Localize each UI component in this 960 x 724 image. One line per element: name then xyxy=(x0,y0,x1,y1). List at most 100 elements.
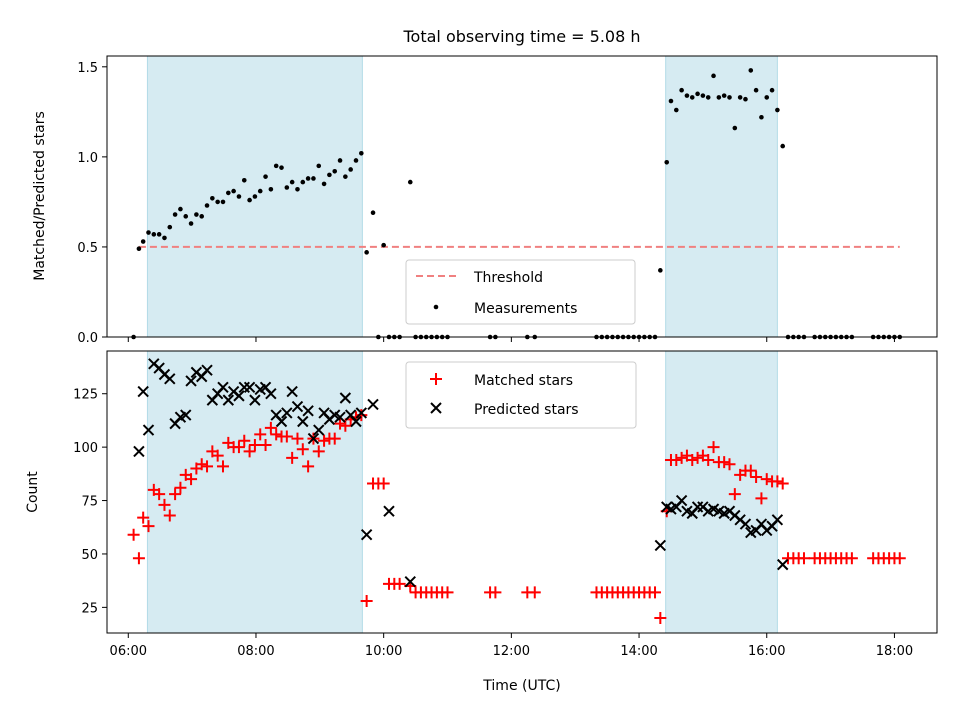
ratio-series-0-point-29 xyxy=(284,185,290,190)
ratio-series-0-point-41 xyxy=(348,167,353,172)
count-series-1-point-2 xyxy=(142,424,155,436)
count-series-0-point-85 xyxy=(707,441,720,454)
count-series-0-point-47 xyxy=(377,477,390,490)
count-series-0-point-26 xyxy=(264,421,277,434)
count-series-0-point-62 xyxy=(528,586,541,599)
count-panel: 06:00 08:00 10:00 12:00 14:00 16:00 18:00 25 50… xyxy=(25,350,938,694)
ratio-series-0-point-1 xyxy=(136,246,142,252)
ratio-series-0-point-25 xyxy=(263,174,268,179)
ratio-series-0-point-44 xyxy=(364,250,369,255)
ratio-series-0-point-2 xyxy=(140,239,146,244)
ratio-series-0-point-35 xyxy=(316,163,322,169)
ratio-panel-shaded-intervals xyxy=(146,55,778,338)
ratio-series-0-point-90 xyxy=(737,95,743,100)
ratio-series-0-point-81 xyxy=(689,95,695,100)
ratio-series-0-point-24 xyxy=(257,188,263,194)
ratio-series-0-point-40 xyxy=(343,174,348,179)
ratio-series-0-point-4 xyxy=(151,232,157,237)
ratio-series-0-point-93 xyxy=(753,87,759,93)
count-series-1-point-34 xyxy=(313,424,325,436)
ratio-series-0-point-39 xyxy=(337,158,343,163)
ratio-series-0-point-26 xyxy=(268,186,274,192)
chart-title: Total observing time = 5.08 h xyxy=(402,27,640,46)
count-series-1-point-46 xyxy=(404,576,416,588)
count-series-1-point-45 xyxy=(383,505,395,517)
ratio-series-0-point-37 xyxy=(327,172,332,178)
ratio-y-tick-label-1: 0.5 xyxy=(77,241,98,256)
count-panel-x-axis-label: Time (UTC) xyxy=(482,678,560,694)
ratio-series-0-point-45 xyxy=(370,210,376,216)
ratio-series-0-point-84 xyxy=(705,95,711,100)
ratio-series-0-point-75 xyxy=(658,268,663,273)
count-series-0-point-116 xyxy=(893,552,906,565)
count-series-1-point-28 xyxy=(281,407,293,419)
count-series-0-point-74 xyxy=(649,586,662,599)
ratio-panel-y-axis-label: Matched/Predicted stars xyxy=(32,111,48,281)
ratio-series-0-point-82 xyxy=(695,91,700,97)
ratio-series-0-point-83 xyxy=(700,93,706,98)
ratio-series-0-point-94 xyxy=(759,114,764,120)
ratio-panel-frame xyxy=(106,55,938,338)
ratio-series-0-point-10 xyxy=(183,214,189,219)
count-series-0-point-60 xyxy=(489,586,502,599)
count-series-1-point-6 xyxy=(164,373,176,385)
ratio-series-0-point-78 xyxy=(673,107,679,113)
count-series-0-point-93 xyxy=(750,471,763,484)
ratio-series-0-point-96 xyxy=(769,87,775,93)
count-series-1-point-32 xyxy=(302,405,314,417)
count-series-0-point-38 xyxy=(328,432,341,445)
count-series-0-point-79 xyxy=(675,451,688,464)
count-panel-legend: Matched stars Predicted stars xyxy=(405,361,637,429)
count-series-1-point-22 xyxy=(249,394,261,406)
count-series-0-point-36 xyxy=(318,434,331,447)
count-series-0-point-110 xyxy=(845,552,858,565)
ratio-series-0-point-6 xyxy=(162,235,167,241)
ratio-series-0-point-32 xyxy=(300,179,306,185)
ratio-series-0-point-92 xyxy=(748,68,754,73)
ratio-series-0-point-13 xyxy=(199,214,205,219)
count-series-0-point-9 xyxy=(174,481,187,494)
count-series-0-point-30 xyxy=(286,451,299,464)
ratio-series-0-point-20 xyxy=(236,194,242,199)
count-series-1-point-1 xyxy=(137,385,149,398)
count-panel-shade-1 xyxy=(665,350,778,634)
ratio-panel-y-ticks: 0.0 0.5 1.0 1.5 xyxy=(77,61,107,346)
count-series-1-point-17 xyxy=(222,394,235,406)
count-series-0-point-97 xyxy=(771,475,784,488)
ratio-series-0-point-88 xyxy=(727,95,732,100)
count-series-0-point-2 xyxy=(137,511,150,524)
count-series-0-point-89 xyxy=(728,488,741,501)
ratio-series-0-point-47 xyxy=(381,242,386,248)
count-series-0-point-11 xyxy=(185,473,198,486)
count-series-0-point-75 xyxy=(654,612,667,625)
count-series-1-point-25 xyxy=(265,388,277,400)
count-series-1-point-69 xyxy=(771,514,784,526)
count-y-tick-label-4: 125 xyxy=(73,388,98,403)
ratio-series-0-point-87 xyxy=(721,93,727,98)
ratio-series-0-point-77 xyxy=(668,98,674,104)
ratio-series-0-point-12 xyxy=(194,212,199,217)
ratio-series-0-point-42 xyxy=(353,158,359,163)
count-series-1-point-0 xyxy=(133,445,145,458)
count-series-0-point-58 xyxy=(441,586,454,599)
ratio-series-0-point-28 xyxy=(279,165,284,170)
count-series-0-point-0 xyxy=(127,528,140,541)
count-series-0-point-31 xyxy=(291,432,304,445)
count-series-0-point-1 xyxy=(132,552,145,565)
ratio-series-0-point-5 xyxy=(156,232,162,237)
count-series-0-point-32 xyxy=(296,443,309,456)
legend-predicted-swatch xyxy=(430,402,442,414)
x-tick-label-4: 14:00 xyxy=(620,644,657,659)
x-tick-label-0: 06:00 xyxy=(110,644,147,659)
count-y-tick-label-1: 50 xyxy=(81,548,98,563)
count-series-0-point-16 xyxy=(211,449,224,462)
ratio-series-0-point-18 xyxy=(226,190,231,196)
count-series-0-point-6 xyxy=(158,498,171,511)
legend-predicted-label: Predicted stars xyxy=(474,402,579,418)
count-series-0-point-29 xyxy=(280,430,293,443)
ratio-series-0-point-11 xyxy=(188,221,194,226)
count-series-1-point-21 xyxy=(243,381,256,394)
ratio-series-0-point-86 xyxy=(716,95,722,100)
ratio-series-0-point-33 xyxy=(305,176,311,181)
